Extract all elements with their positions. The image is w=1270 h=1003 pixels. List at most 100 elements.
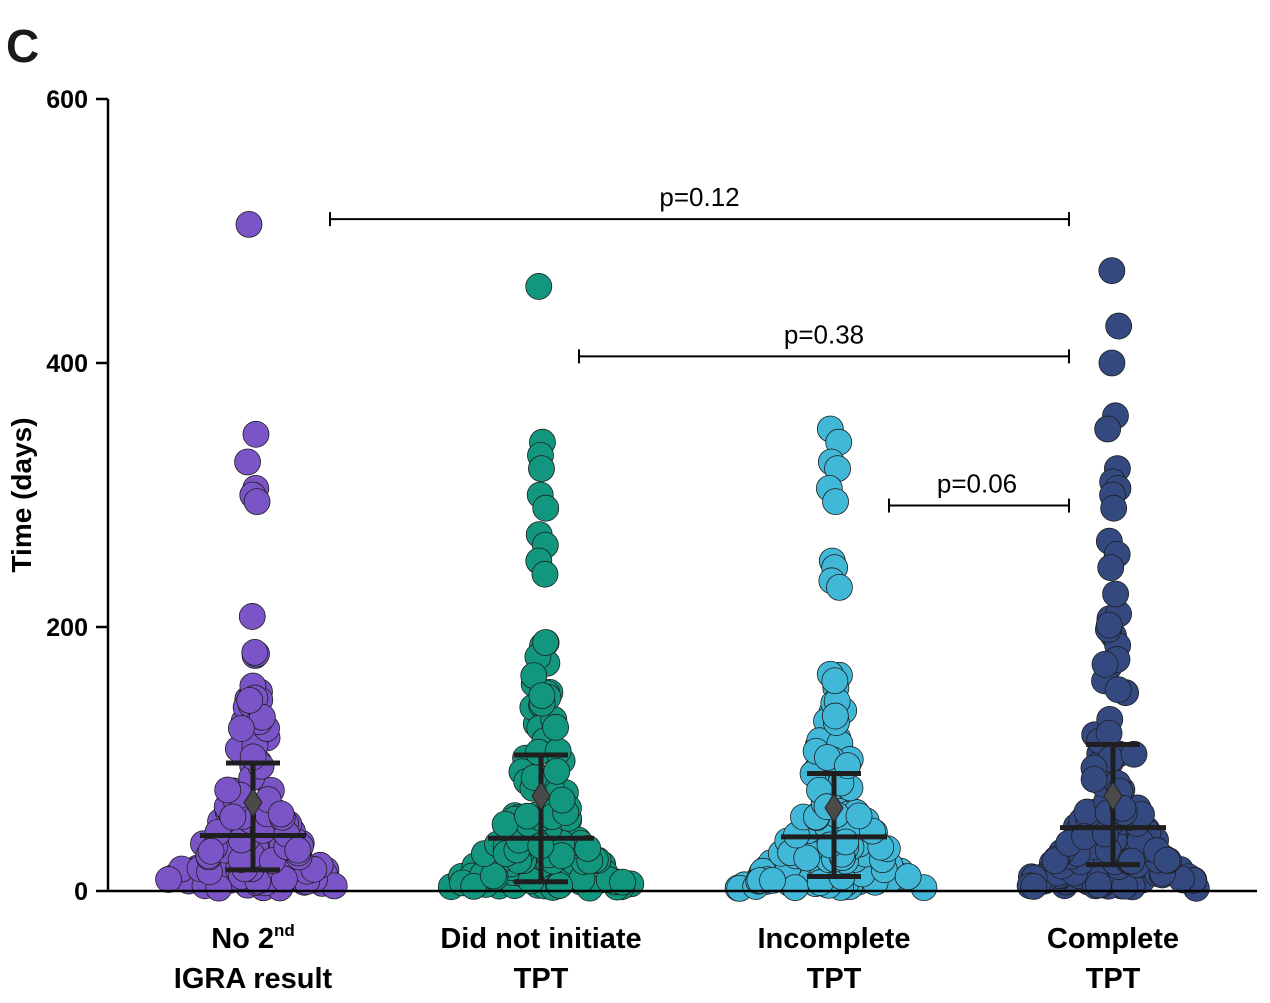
mean-diamond [824, 792, 844, 823]
data-point [1080, 765, 1108, 793]
data-point [822, 488, 849, 516]
data-point [845, 802, 873, 830]
x-label-line1: Incomplete [757, 923, 910, 955]
data-point [1020, 873, 1048, 900]
data-point [1084, 871, 1112, 899]
data-point [243, 488, 271, 516]
data-point [236, 686, 264, 714]
p-value-label: p=0.06 [937, 469, 1017, 499]
data-point [821, 667, 849, 695]
data-point [227, 715, 255, 742]
data-point [532, 494, 560, 522]
data-point [1098, 349, 1126, 377]
data-point [531, 560, 559, 588]
data-point [1094, 415, 1122, 443]
data-point [1104, 676, 1132, 704]
x-label-line2: TPT [807, 963, 862, 995]
comparison-brackets: p=0.12 p=0.38 p=0.06 [329, 182, 1070, 513]
data-point [1095, 611, 1123, 639]
axes: 0 200 400 600 Time (days) [6, 86, 1257, 906]
y-tick-label: 600 [46, 86, 88, 114]
data-point [1102, 580, 1129, 608]
summary-stats [200, 760, 306, 873]
x-label-line1-text: No 2 [211, 923, 274, 955]
panel-letter: C [6, 20, 39, 72]
mean-diamond [1103, 781, 1123, 811]
data-point [826, 574, 853, 601]
y-ticks: 0 200 400 600 [46, 86, 108, 906]
data-point [548, 786, 576, 814]
y-tick-label: 0 [74, 878, 88, 906]
data-point [1118, 847, 1146, 875]
x-label-line2: IGRA result [174, 963, 333, 995]
y-tick-label: 400 [46, 350, 88, 378]
x-category-label: Incomplete TPT [757, 923, 910, 995]
data-point [532, 629, 560, 656]
data-point [609, 868, 636, 896]
y-axis-label: Time (days) [6, 417, 37, 572]
data-point [284, 836, 312, 864]
mean-diamond [243, 787, 263, 818]
mean-diamond [531, 781, 551, 811]
data-point [242, 420, 270, 448]
p-value-label: p=0.12 [659, 182, 739, 212]
data-point [546, 872, 573, 899]
point-group [437, 273, 645, 902]
data-point [1105, 312, 1133, 340]
data-point [574, 834, 602, 862]
data-point [793, 844, 821, 872]
data-point [1120, 740, 1148, 768]
data-point [241, 639, 269, 666]
points-layer [155, 210, 1210, 902]
data-point [1098, 257, 1126, 285]
data-point [821, 702, 849, 730]
data-point [543, 757, 571, 785]
data-point [894, 863, 922, 891]
data-point [759, 866, 786, 894]
data-point [528, 455, 555, 483]
data-point [267, 800, 295, 828]
data-point [525, 273, 553, 300]
x-label-line2: TPT [514, 963, 569, 995]
x-label-superscript: nd [274, 921, 295, 940]
x-category-label: Complete TPT [1047, 923, 1179, 995]
data-point [1100, 494, 1128, 522]
data-point [197, 837, 225, 865]
data-point [528, 682, 556, 710]
point-group [155, 210, 348, 902]
comparison-bracket: p=0.06 [888, 469, 1070, 513]
data-point [238, 603, 266, 630]
data-point [214, 776, 242, 804]
x-category-label: Did not initiate TPT [440, 923, 641, 995]
x-label-line1: Complete [1047, 923, 1179, 955]
x-category-label: No 2nd IGRA result [174, 921, 333, 995]
x-label-line1-text: Incomplete [757, 923, 910, 955]
data-point [155, 866, 182, 893]
data-point [542, 713, 569, 741]
data-point [219, 803, 247, 831]
data-point [514, 802, 541, 830]
data-point [781, 874, 809, 902]
x-label-line1: Did not initiate [440, 923, 641, 955]
x-label-line1-text: Did not initiate [440, 923, 641, 955]
point-group [724, 415, 938, 902]
x-label-line1-text: Complete [1047, 923, 1179, 955]
summary-stats [781, 771, 887, 879]
summary-stats [488, 752, 594, 885]
comparison-bracket: p=0.38 [578, 319, 1070, 364]
data-point [1097, 554, 1125, 581]
x-label-line2: TPT [1086, 963, 1141, 995]
data-point [832, 828, 860, 856]
data-point [1153, 846, 1181, 874]
stats-layer [200, 741, 1166, 885]
summary-stats [1060, 741, 1166, 868]
x-label-line1: No 2nd [211, 921, 295, 955]
y-tick-label: 200 [46, 614, 88, 642]
data-point [235, 210, 263, 238]
p-value-label: p=0.38 [784, 319, 864, 349]
data-point [234, 448, 261, 476]
comparison-bracket: p=0.12 [329, 182, 1070, 227]
data-point [1091, 650, 1119, 678]
